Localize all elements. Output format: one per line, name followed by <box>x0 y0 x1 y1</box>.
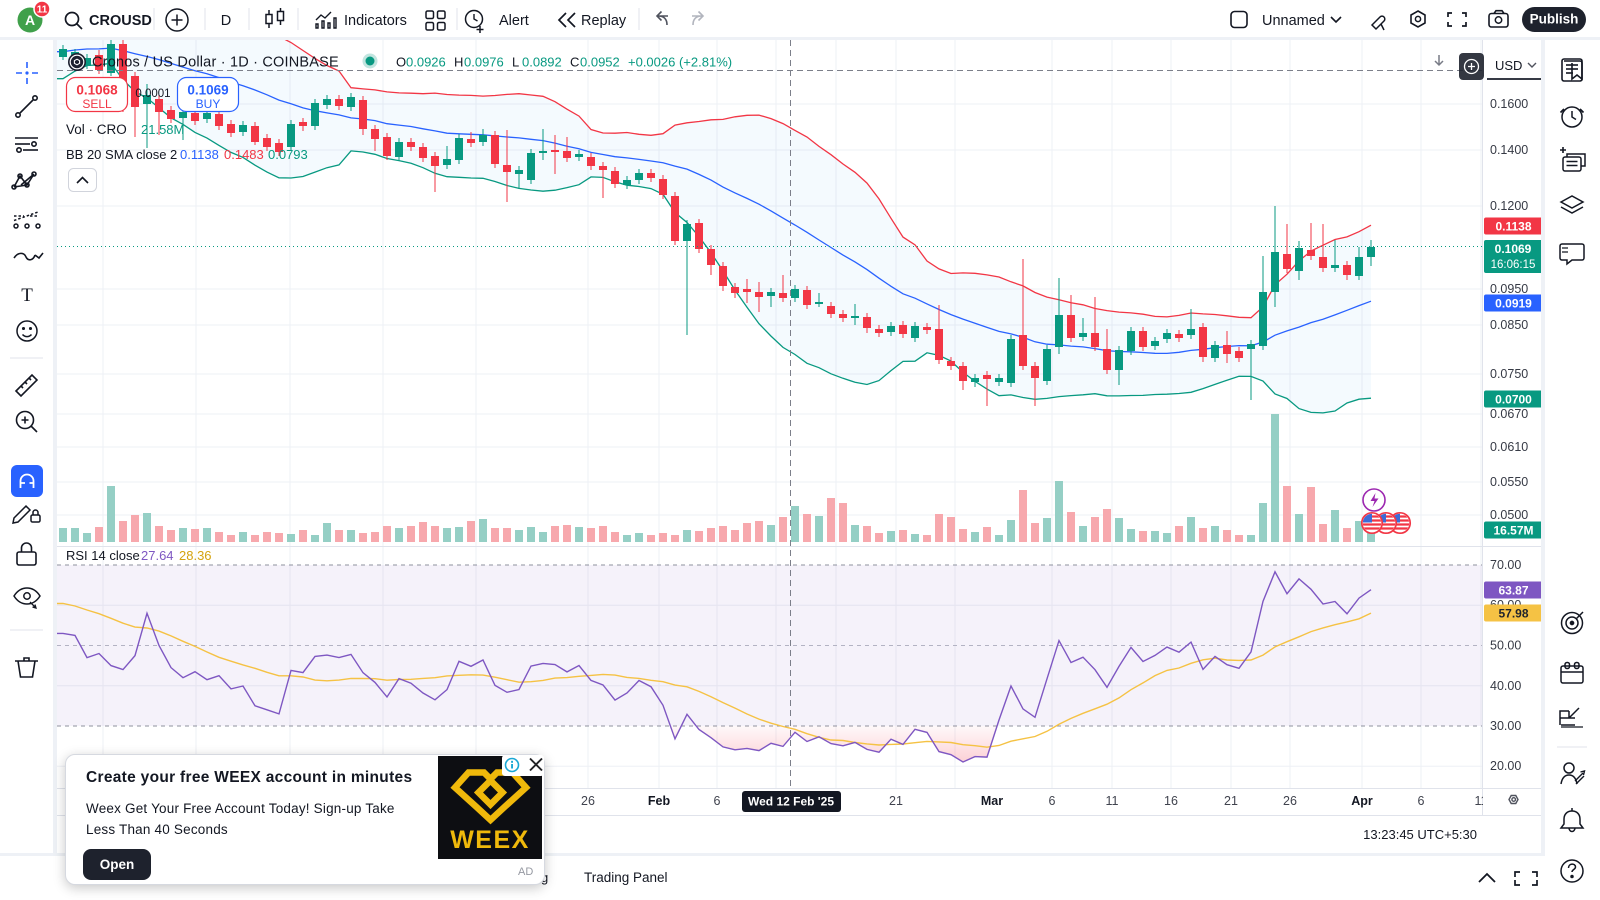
svg-text:11: 11 <box>1106 794 1119 808</box>
svg-text:0.0700: 0.0700 <box>1495 392 1532 406</box>
svg-text:0.1483: 0.1483 <box>224 147 264 162</box>
svg-text:28.36: 28.36 <box>179 548 212 563</box>
svg-text:Unnamed: Unnamed <box>1262 13 1325 29</box>
svg-text:RSI 14 close: RSI 14 close <box>66 548 140 563</box>
svg-text:0.1138: 0.1138 <box>180 147 219 162</box>
svg-text:Apr: Apr <box>1351 794 1373 808</box>
svg-text:20.00: 20.00 <box>1490 759 1521 773</box>
svg-text:0.1068: 0.1068 <box>76 83 118 98</box>
svg-text:21: 21 <box>1224 794 1238 808</box>
svg-text:6: 6 <box>714 794 721 808</box>
svg-text:0.1400: 0.1400 <box>1490 143 1528 157</box>
svg-text:L: L <box>512 55 519 70</box>
svg-text:70.00: 70.00 <box>1490 558 1521 572</box>
svg-text:0.1138: 0.1138 <box>1495 219 1531 233</box>
svg-text:0.1069: 0.1069 <box>1495 242 1532 256</box>
svg-text:BB 20 SMA close 2: BB 20 SMA close 2 <box>66 147 177 162</box>
svg-text:11: 11 <box>1475 794 1488 808</box>
svg-text:Replay: Replay <box>581 13 627 29</box>
svg-text:50.00: 50.00 <box>1490 639 1521 653</box>
svg-text:D: D <box>221 13 231 29</box>
svg-text:Indicators: Indicators <box>344 13 407 29</box>
svg-text:+0.0026 (+2.81%): +0.0026 (+2.81%) <box>628 55 732 70</box>
svg-text:Publish: Publish <box>1530 12 1579 27</box>
svg-text:26: 26 <box>581 794 595 808</box>
svg-text:Cronos / US Dollar · 1D · COIN: Cronos / US Dollar · 1D · COINBASE <box>92 55 339 71</box>
svg-text:16.57M: 16.57M <box>1493 523 1533 537</box>
svg-text:0.0670: 0.0670 <box>1490 407 1528 421</box>
svg-text:USD: USD <box>1495 58 1522 73</box>
svg-text:0.0550: 0.0550 <box>1490 475 1528 489</box>
svg-text:0.1600: 0.1600 <box>1490 97 1528 111</box>
svg-text:11: 11 <box>37 5 48 16</box>
svg-text:Feb: Feb <box>648 794 671 808</box>
svg-text:SELL: SELL <box>82 97 112 111</box>
svg-text:63.87: 63.87 <box>1498 583 1528 597</box>
svg-text:30.00: 30.00 <box>1490 719 1521 733</box>
svg-text:0.1069: 0.1069 <box>187 83 228 98</box>
svg-text:0.0610: 0.0610 <box>1490 440 1528 454</box>
svg-text:0.0500: 0.0500 <box>1490 508 1528 522</box>
svg-text:0.0950: 0.0950 <box>1490 282 1528 296</box>
svg-text:0.0850: 0.0850 <box>1490 318 1528 332</box>
svg-text:21: 21 <box>889 794 903 808</box>
svg-text:Wed 12 Feb '25: Wed 12 Feb '25 <box>748 795 834 809</box>
svg-text:CROUSD: CROUSD <box>89 13 152 29</box>
svg-text:26: 26 <box>1283 794 1297 808</box>
svg-text:WEEX: WEEX <box>450 826 530 854</box>
svg-text:16: 16 <box>1164 794 1178 808</box>
svg-text:13:23:45 UTC+5:30: 13:23:45 UTC+5:30 <box>1363 827 1477 842</box>
svg-text:0.0892: 0.0892 <box>522 55 562 70</box>
svg-text:BUY: BUY <box>196 97 221 111</box>
svg-text:C: C <box>570 55 579 70</box>
svg-text:Vol · CRO: Vol · CRO <box>66 122 127 137</box>
svg-text:0.0793: 0.0793 <box>268 147 308 162</box>
svg-text:0.0952: 0.0952 <box>580 55 620 70</box>
svg-text:A: A <box>25 12 35 28</box>
svg-text:6: 6 <box>1049 794 1056 808</box>
svg-text:0.0001: 0.0001 <box>135 88 170 100</box>
svg-text:6: 6 <box>1418 794 1425 808</box>
svg-text:21.58M: 21.58M <box>141 122 184 137</box>
svg-text:0.0919: 0.0919 <box>1495 296 1532 310</box>
svg-text:0.0750: 0.0750 <box>1490 367 1528 381</box>
svg-text:H: H <box>454 55 463 70</box>
svg-text:16:06:15: 16:06:15 <box>1491 259 1536 271</box>
svg-text:27.64: 27.64 <box>141 548 174 563</box>
svg-text:Mar: Mar <box>981 794 1003 808</box>
svg-text:57.98: 57.98 <box>1498 606 1528 620</box>
svg-text:O: O <box>396 55 406 70</box>
svg-text:0.0926: 0.0926 <box>406 55 446 70</box>
svg-text:Alert: Alert <box>499 13 529 29</box>
svg-text:40.00: 40.00 <box>1490 679 1521 693</box>
svg-text:0.0976: 0.0976 <box>464 55 504 70</box>
svg-text:T: T <box>21 285 33 306</box>
svg-text:0.1200: 0.1200 <box>1490 199 1528 213</box>
